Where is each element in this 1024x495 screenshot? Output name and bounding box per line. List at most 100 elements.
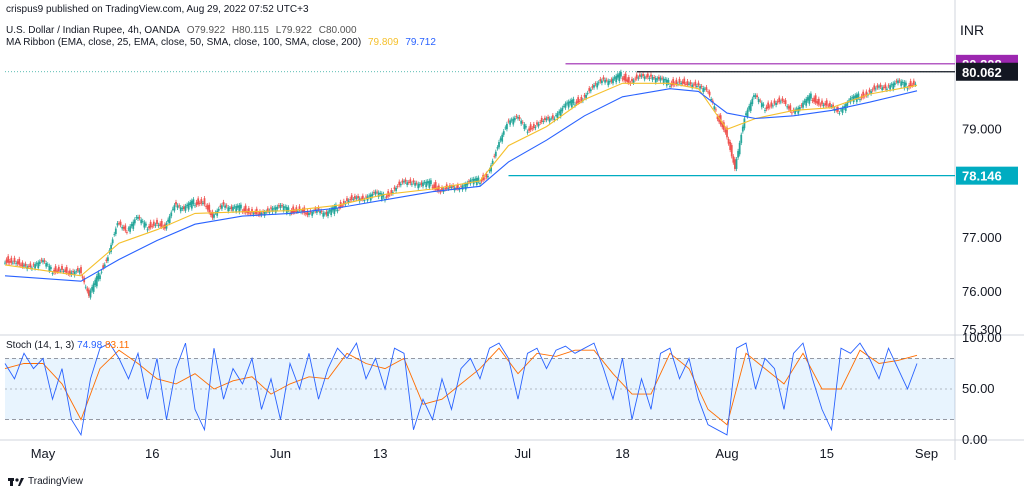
candle-body bbox=[803, 100, 806, 103]
candle-body bbox=[523, 124, 526, 129]
candle-body bbox=[414, 182, 416, 186]
candle-body bbox=[178, 205, 181, 207]
candle-body bbox=[639, 74, 641, 77]
candle-body bbox=[825, 100, 828, 106]
candle-body bbox=[745, 113, 747, 116]
candle-body bbox=[91, 286, 93, 291]
candle-body bbox=[479, 182, 481, 185]
candle-body bbox=[187, 203, 190, 210]
candle-body bbox=[35, 263, 38, 265]
candle-body bbox=[501, 134, 504, 142]
candle-body bbox=[323, 213, 326, 215]
candle-body bbox=[540, 117, 543, 122]
time-tick-label: 16 bbox=[145, 446, 159, 461]
candle-body bbox=[423, 182, 426, 183]
candle-body bbox=[596, 83, 599, 88]
stoch-tick-label: 50.00 bbox=[962, 381, 995, 396]
candle-body bbox=[21, 262, 24, 267]
candle-body bbox=[430, 180, 432, 185]
stoch-d-line bbox=[4, 347, 918, 426]
candle-body bbox=[748, 106, 751, 110]
candle-body bbox=[260, 212, 263, 216]
candle-body bbox=[621, 78, 624, 80]
candle-body bbox=[268, 210, 271, 213]
candle-body bbox=[879, 84, 882, 87]
candle-body bbox=[181, 208, 184, 209]
candle-body bbox=[84, 286, 87, 288]
candle-body bbox=[5, 259, 8, 263]
ohlc-close: C80.000 bbox=[318, 25, 357, 36]
candle-body bbox=[141, 220, 144, 222]
candle-body bbox=[507, 120, 510, 122]
candle-body bbox=[890, 84, 893, 86]
candle-body bbox=[270, 207, 272, 209]
candle-body bbox=[794, 109, 796, 114]
candle-body bbox=[154, 224, 157, 226]
candle-body bbox=[802, 102, 804, 108]
candle-body bbox=[563, 106, 565, 107]
candle-body bbox=[100, 271, 103, 273]
candle-body bbox=[601, 80, 603, 84]
candle-body bbox=[756, 95, 758, 98]
candle-body bbox=[684, 83, 687, 85]
candle-body bbox=[252, 213, 255, 215]
candle-body bbox=[282, 206, 285, 211]
candle-body bbox=[240, 204, 242, 209]
candle-body bbox=[534, 127, 537, 129]
candle-body bbox=[914, 83, 917, 85]
candle-body bbox=[594, 83, 597, 85]
candle-body bbox=[396, 186, 399, 188]
symbol-name: U.S. Dollar / Indian Rupee, 4h, OANDA bbox=[6, 25, 180, 36]
candle-body bbox=[743, 118, 746, 129]
candle-body bbox=[219, 205, 222, 208]
candle-body bbox=[886, 88, 888, 90]
candle-body bbox=[107, 257, 109, 261]
candle-body bbox=[735, 159, 738, 169]
candle-body bbox=[460, 185, 462, 187]
candle-body bbox=[306, 210, 309, 216]
candle-body bbox=[730, 145, 733, 157]
candle-body bbox=[426, 181, 429, 184]
stoch-k-line bbox=[4, 341, 918, 437]
candle-body bbox=[876, 85, 879, 88]
candle-body bbox=[217, 208, 220, 211]
candle-body bbox=[859, 99, 861, 101]
candle-body bbox=[170, 212, 173, 217]
candle-body bbox=[167, 219, 169, 222]
candle-body bbox=[61, 266, 63, 271]
candle-body bbox=[308, 212, 310, 216]
candle-body bbox=[274, 207, 277, 213]
candle-body bbox=[488, 169, 491, 172]
candle-body bbox=[46, 264, 49, 266]
candle-body bbox=[156, 219, 158, 225]
candle-body bbox=[703, 88, 706, 90]
candle-body bbox=[558, 111, 561, 114]
candle-body bbox=[490, 165, 492, 172]
price-tag-label-1: 80.062 bbox=[962, 65, 1002, 80]
candle-body bbox=[912, 80, 915, 85]
candle-body bbox=[160, 220, 163, 227]
candle-body bbox=[746, 109, 749, 117]
candle-body bbox=[373, 192, 375, 193]
candle-body bbox=[243, 208, 245, 213]
candle-body bbox=[34, 264, 36, 269]
candle-body bbox=[713, 106, 716, 110]
candle-body bbox=[813, 97, 815, 102]
candle-body bbox=[468, 181, 470, 183]
candle-body bbox=[29, 263, 32, 268]
price-tag-1 bbox=[956, 62, 1018, 81]
candle-body bbox=[441, 187, 443, 191]
candle-body bbox=[257, 214, 260, 215]
candle-body bbox=[317, 207, 320, 210]
candle-body bbox=[699, 86, 701, 89]
candle-body bbox=[575, 101, 578, 104]
candle-body bbox=[509, 120, 511, 125]
candle-body bbox=[901, 81, 904, 83]
candle-body bbox=[463, 184, 466, 186]
footer-text: TradingView bbox=[28, 476, 84, 487]
candle-body bbox=[124, 225, 127, 231]
candle-body bbox=[105, 259, 108, 261]
time-tick-label: 15 bbox=[820, 446, 834, 461]
candle-body bbox=[388, 194, 391, 196]
